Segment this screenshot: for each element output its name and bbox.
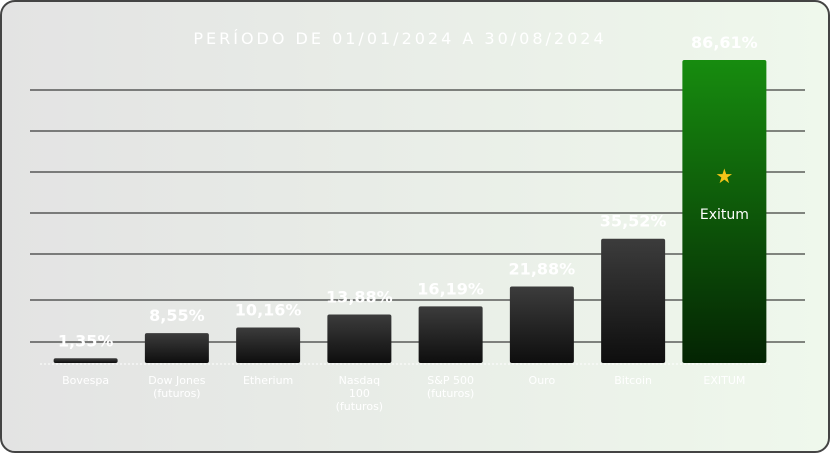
bar [509,286,574,363]
value-label: 16,19% [417,279,484,298]
value-label: 35,52% [600,212,667,231]
bar [53,358,118,363]
x-tick-label: Nasdaq 100 (futuros) [335,374,384,413]
x-tick-label: Dow Jones (futuros) [148,374,206,400]
bar-label: Exitum [700,207,749,223]
decor-lines [30,89,805,343]
value-label: 10,16% [235,300,302,319]
x-tick-label: Bitcoin [614,374,652,387]
value-label: 86,61% [691,33,758,52]
x-tick-label: Ouro [528,374,556,387]
x-tick-label: EXITUM [703,374,746,387]
bar [327,314,392,363]
star-icon: ★ [715,164,733,188]
x-tick-label: Bovespa [62,374,110,387]
x-tick-label: S&P 500 (futuros) [426,374,475,400]
bar [418,306,483,363]
bar [682,60,767,363]
bar [144,333,209,363]
bar [601,238,666,363]
value-label: 1,35% [58,331,114,350]
value-label: 13,88% [326,287,393,306]
value-label: 21,88% [509,259,576,278]
x-tick-label: Etherium [242,374,294,387]
chart-title: PERÍODO DE 01/01/2024 A 30/08/2024 [193,29,606,48]
value-label: 8,55% [149,306,205,325]
bar [236,327,301,363]
